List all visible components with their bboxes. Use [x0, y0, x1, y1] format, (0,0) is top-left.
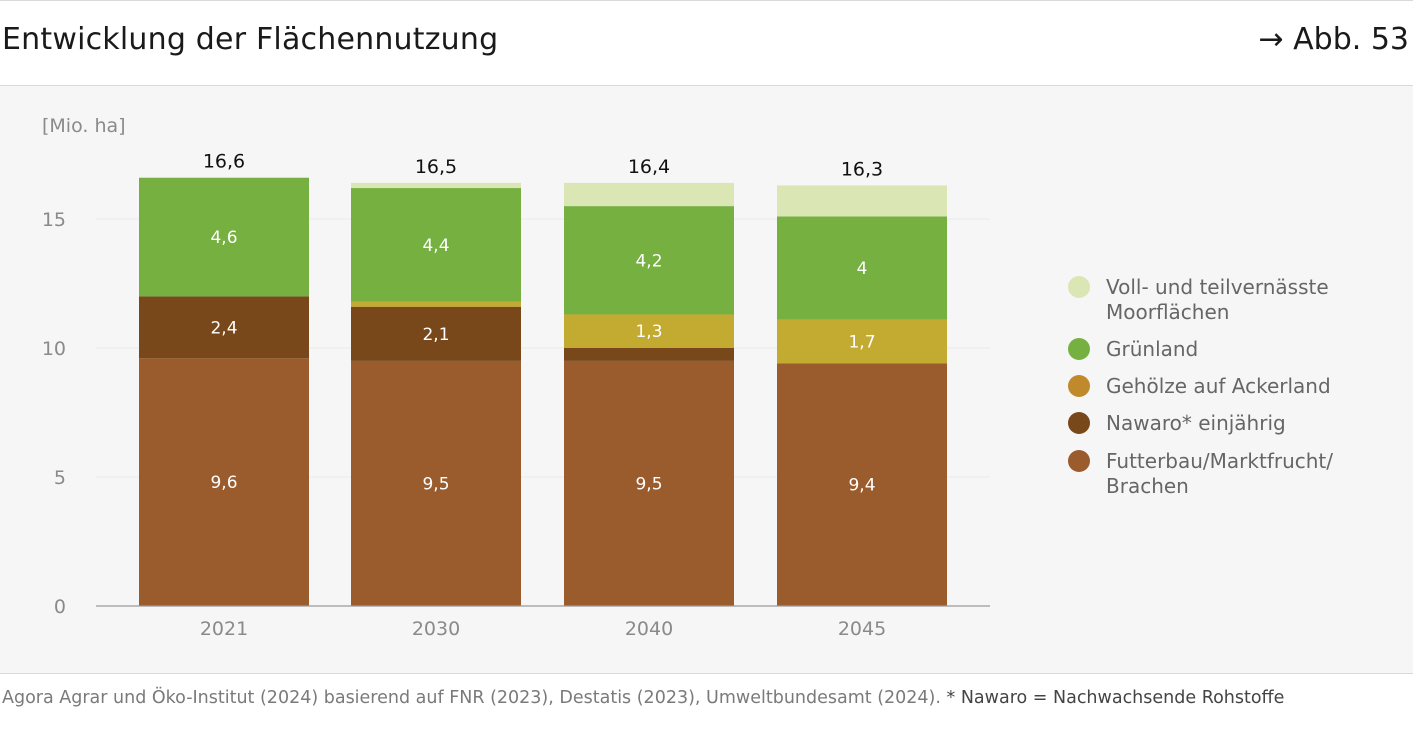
legend-label-moor: Voll- und teilvernässte Moorflächen: [1106, 275, 1329, 324]
legend-item-gehoelze: Gehölze auf Ackerland: [1068, 374, 1331, 399]
y-tick-label-10: 10: [42, 338, 66, 360]
bar-value-label-2021-0: 9,6: [210, 473, 237, 493]
y-tick-label-0: 0: [54, 596, 66, 618]
nawaro-footnote: * Nawaro = Nachwachsende Rohstoffe: [946, 688, 1285, 708]
bar-total-label-2030: 16,5: [415, 156, 457, 178]
bar-value-label-2021-3: 4,6: [210, 228, 237, 248]
bar-total-label-2045: 16,3: [841, 158, 883, 180]
bar-value-label-2045-2: 1,7: [848, 333, 875, 353]
x-tick-label-2030: 2030: [412, 618, 460, 640]
legend-swatch-nawaro: [1068, 412, 1090, 434]
bar-segment-2021-3: [139, 177, 309, 297]
bar-value-label-2045-0: 9,4: [848, 476, 875, 496]
legend-swatch-moor: [1068, 276, 1090, 298]
legend-label-gehoelze: Gehölze auf Ackerland: [1106, 374, 1331, 398]
figure-reference-link[interactable]: → Abb. 53: [1258, 22, 1409, 57]
legend-swatch-gruenland: [1068, 338, 1090, 360]
bar-total-label-2040: 16,4: [628, 156, 670, 178]
legend-label-gruenland: Grünland: [1106, 337, 1199, 361]
bar-value-label-2030-0: 9,5: [422, 474, 449, 494]
legend-label-futterbau: Futterbau/Marktfrucht/ Brachen: [1106, 449, 1334, 498]
chart-title: Entwicklung der Flächennutzung: [2, 22, 499, 57]
legend-swatch-futterbau: [1068, 450, 1090, 472]
stacked-bar-chart: [Mio. ha] 0 5 10 15 9,6 2,4 4,6 16,6 2021 9,5 2,1 4,…: [42, 115, 990, 640]
bar-segment-2030-2: [351, 301, 521, 307]
chart-panel: [Mio. ha] 0 5 10 15 9,6 2,4 4,6 16,6 2021 9,5 2,1 4,…: [0, 85, 1413, 674]
bar-value-label-2030-3: 4,4: [422, 236, 449, 256]
legend-item-moor: Voll- und teilvernässte Moorflächen: [1068, 275, 1366, 325]
bar-segment-2021-1: [139, 296, 309, 359]
bar-segment-2030-4: [351, 182, 521, 189]
bar-value-label-2040-3: 4,2: [635, 251, 662, 271]
bar-total-label-2021: 16,6: [203, 151, 245, 173]
y-tick-label-5: 5: [54, 467, 66, 489]
bar-value-label-2045-3: 4: [857, 259, 868, 279]
bar-segment-2040-3: [564, 206, 734, 315]
bar-segment-2040-4: [564, 182, 734, 207]
bar-value-label-2030-1: 2,1: [422, 325, 449, 345]
bar-value-label-2021-1: 2,4: [210, 318, 237, 338]
bar-segment-2040-2: [564, 314, 734, 348]
x-tick-label-2040: 2040: [625, 618, 673, 640]
source-text: Agora Agrar und Öko-Institut (2024) basi…: [2, 688, 941, 708]
bar-value-label-2040-2: 1,3: [635, 322, 662, 342]
legend-item-nawaro: Nawaro* einjährig: [1068, 411, 1286, 436]
bar-segment-2030-3: [351, 188, 521, 302]
legend-item-futterbau: Futterbau/Marktfrucht/ Brachen: [1068, 449, 1366, 499]
source-note: Agora Agrar und Öko-Institut (2024) basi…: [2, 688, 1284, 708]
bar-segment-2045-4: [777, 185, 947, 217]
x-tick-label-2045: 2045: [838, 618, 886, 640]
top-rule: [0, 0, 1413, 1]
bar-value-label-2040-0: 9,5: [635, 474, 662, 494]
bar-segment-2045-0: [777, 363, 947, 606]
bar-segment-2040-1: [564, 348, 734, 361]
bar-segment-2030-1: [351, 306, 521, 361]
bar-segment-2021-0: [139, 358, 309, 606]
x-tick-label-2021: 2021: [200, 618, 248, 640]
header: Entwicklung der Flächennutzung → Abb. 53: [0, 0, 1413, 86]
y-axis-label: [Mio. ha]: [42, 115, 126, 137]
legend-label-nawaro: Nawaro* einjährig: [1106, 411, 1286, 435]
legend-swatch-gehoelze: [1068, 375, 1090, 397]
bar-segment-2040-0: [564, 360, 734, 606]
bar-segment-2030-0: [351, 360, 521, 606]
bar-segment-2045-2: [777, 319, 947, 364]
y-tick-label-15: 15: [42, 209, 66, 231]
legend-item-gruenland: Grünland: [1068, 337, 1199, 362]
bar-segment-2045-3: [777, 216, 947, 320]
